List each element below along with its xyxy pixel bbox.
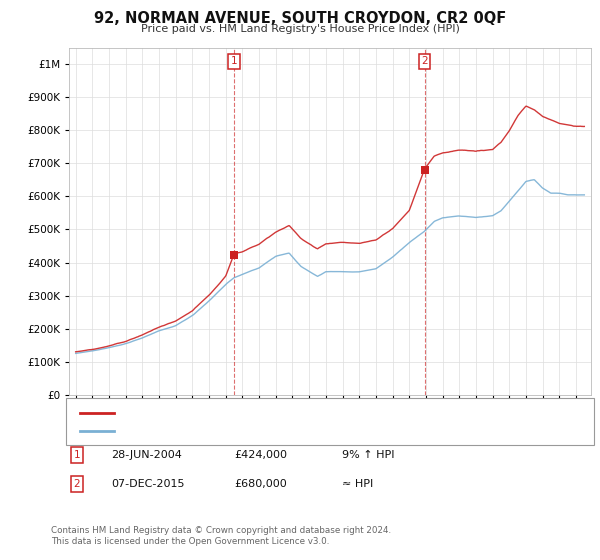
Text: 2: 2 [73,479,80,489]
Text: 07-DEC-2015: 07-DEC-2015 [111,479,185,489]
Text: 92, NORMAN AVENUE, SOUTH CROYDON, CR2 0QF (detached house): 92, NORMAN AVENUE, SOUTH CROYDON, CR2 0Q… [121,408,478,418]
Text: 1: 1 [230,57,237,66]
Text: Contains HM Land Registry data © Crown copyright and database right 2024.
This d: Contains HM Land Registry data © Crown c… [51,526,391,546]
Text: 2: 2 [421,57,428,66]
Text: Price paid vs. HM Land Registry's House Price Index (HPI): Price paid vs. HM Land Registry's House … [140,24,460,34]
Text: ≈ HPI: ≈ HPI [342,479,373,489]
Text: £680,000: £680,000 [234,479,287,489]
Text: HPI: Average price, detached house, Croydon: HPI: Average price, detached house, Croy… [121,426,358,436]
Text: 1: 1 [73,450,80,460]
Text: £424,000: £424,000 [234,450,287,460]
Text: 92, NORMAN AVENUE, SOUTH CROYDON, CR2 0QF: 92, NORMAN AVENUE, SOUTH CROYDON, CR2 0Q… [94,11,506,26]
Text: 28-JUN-2004: 28-JUN-2004 [111,450,182,460]
Text: 9% ↑ HPI: 9% ↑ HPI [342,450,395,460]
